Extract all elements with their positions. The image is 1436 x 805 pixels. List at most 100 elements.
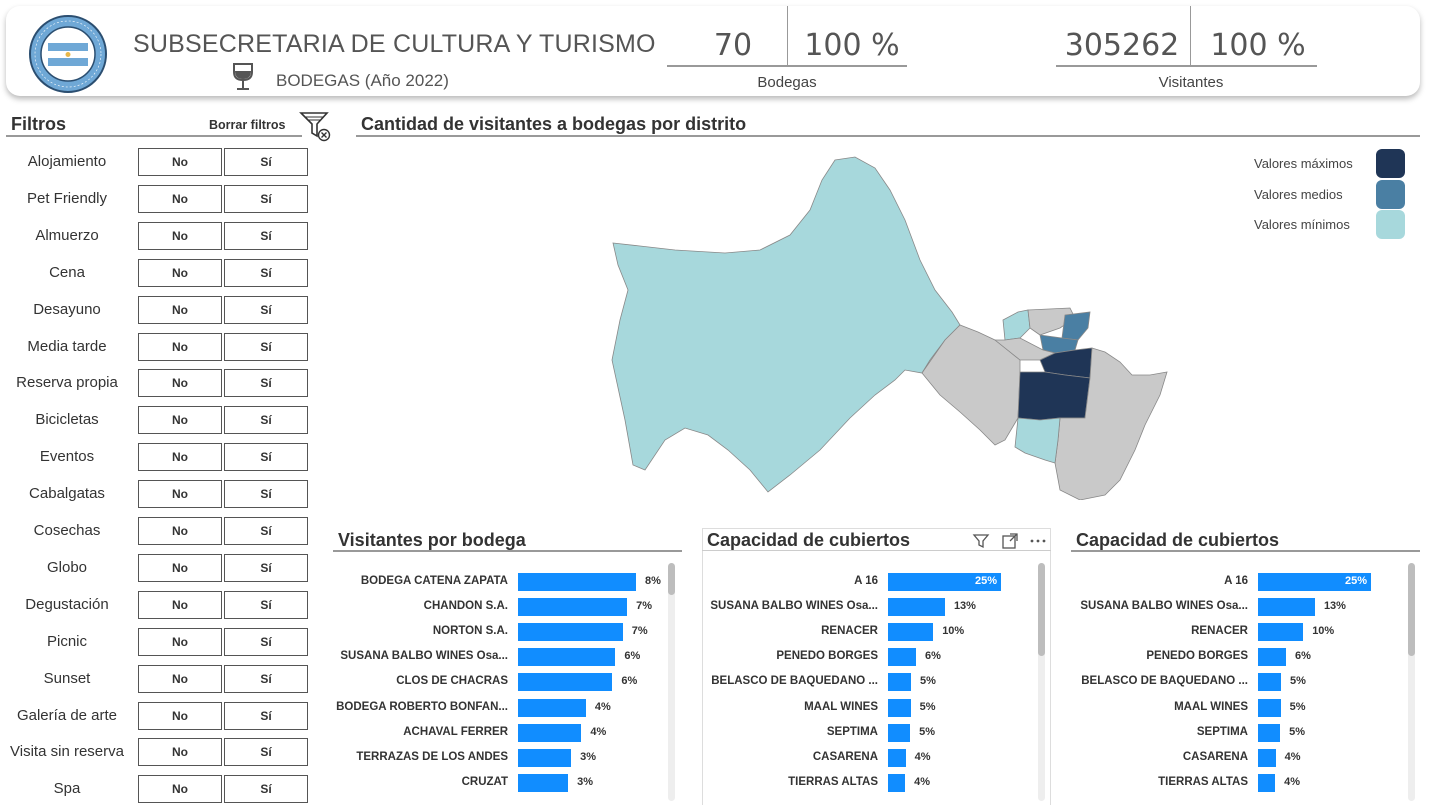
filter-no-button[interactable]: No <box>138 369 222 398</box>
bar-row[interactable]: NORTON S.A. 7% <box>333 620 673 645</box>
bar-row[interactable]: CRUZAT 3% <box>333 771 673 796</box>
filter-no-button[interactable]: No <box>138 148 222 176</box>
bar[interactable] <box>888 573 1001 591</box>
filter-no-button[interactable]: No <box>138 553 222 582</box>
filter-yes-button[interactable]: Sí <box>224 221 308 250</box>
filter-no-button[interactable]: No <box>138 627 222 656</box>
bar[interactable] <box>518 598 628 617</box>
district-map[interactable] <box>600 150 1180 500</box>
filter-yes-button[interactable]: Sí <box>224 258 308 287</box>
filter-yes-button[interactable]: Sí <box>224 480 308 509</box>
filter-no-button[interactable]: No <box>138 184 222 213</box>
bar-row[interactable]: SEPTIMA 5% <box>1072 721 1412 746</box>
bar-row[interactable]: CHANDON S.A. 7% <box>333 595 673 620</box>
bar-row[interactable]: A 16 25% <box>1072 570 1412 595</box>
bar-row[interactable]: TIERRAS ALTAS 4% <box>702 771 1042 796</box>
bar[interactable] <box>518 773 569 792</box>
bar[interactable] <box>1258 773 1276 792</box>
bar-row[interactable]: PENEDO BORGES 6% <box>1072 645 1412 670</box>
bar-row[interactable]: SUSANA BALBO WINES Osa... 6% <box>333 645 673 670</box>
bar-row[interactable]: BELASCO DE BAQUEDANO ... 5% <box>1072 670 1412 695</box>
bar-row[interactable]: SUSANA BALBO WINES Osa... 13% <box>702 595 1042 620</box>
bar-row[interactable]: BELASCO DE BAQUEDANO ... 5% <box>702 670 1042 695</box>
bar[interactable] <box>518 673 613 692</box>
filter-no-button[interactable]: No <box>138 295 222 324</box>
filter-no-button[interactable]: No <box>138 517 222 545</box>
filter-yes-button[interactable]: Sí <box>224 517 308 545</box>
bar[interactable] <box>888 723 911 742</box>
filter-yes-button[interactable]: Sí <box>224 553 308 582</box>
scrollbar-track[interactable] <box>1038 563 1045 801</box>
filter-no-button[interactable]: No <box>138 664 222 693</box>
bar-row[interactable]: MAAL WINES 5% <box>1072 696 1412 721</box>
filter-no-button[interactable]: No <box>138 590 222 619</box>
filter-yes-button[interactable]: Sí <box>224 701 308 730</box>
filter-yes-button[interactable]: Sí <box>224 369 308 398</box>
filter-yes-button[interactable]: Sí <box>224 627 308 656</box>
focus-mode-icon[interactable] <box>1001 532 1019 550</box>
filter-no-button[interactable]: No <box>138 775 222 804</box>
filter-no-button[interactable]: No <box>138 443 222 472</box>
bar-row[interactable]: TERRAZAS DE LOS ANDES 3% <box>333 746 673 771</box>
filter-yes-button[interactable]: Sí <box>224 332 308 361</box>
filter-yes-button[interactable]: Sí <box>224 406 308 435</box>
bar[interactable] <box>888 698 911 717</box>
scrollbar-thumb[interactable] <box>668 563 675 595</box>
filter-yes-button[interactable]: Sí <box>224 775 308 804</box>
filter-no-button[interactable]: No <box>138 701 222 730</box>
filter-no-button[interactable]: No <box>138 258 222 287</box>
filter-no-button[interactable]: No <box>138 221 222 250</box>
bar[interactable] <box>518 648 616 667</box>
filter-yes-button[interactable]: Sí <box>224 443 308 472</box>
bar[interactable] <box>888 648 917 667</box>
bar-row[interactable]: CASARENA 4% <box>1072 746 1412 771</box>
filter-no-button[interactable]: No <box>138 480 222 509</box>
bar-row[interactable]: CASARENA 4% <box>702 746 1042 771</box>
bar[interactable] <box>1258 698 1281 717</box>
bar-row[interactable]: TIERRAS ALTAS 4% <box>1072 771 1412 796</box>
bar[interactable] <box>1258 748 1276 767</box>
bar[interactable] <box>888 673 912 692</box>
scrollbar-track[interactable] <box>668 563 675 801</box>
more-options-icon[interactable] <box>1029 532 1047 550</box>
bar[interactable] <box>518 623 623 642</box>
bar[interactable] <box>888 598 945 617</box>
bar-row[interactable]: SEPTIMA 5% <box>702 721 1042 746</box>
bar[interactable] <box>1258 598 1315 617</box>
bar-row[interactable]: RENACER 10% <box>1072 620 1412 645</box>
filter-yes-button[interactable]: Sí <box>224 738 308 767</box>
filter-no-button[interactable]: No <box>138 406 222 435</box>
filter-yes-button[interactable]: Sí <box>224 664 308 693</box>
bar-row[interactable]: BODEGA CATENA ZAPATA 8% <box>333 570 673 595</box>
bar-row[interactable]: BODEGA ROBERTO BONFAN... 4% <box>333 696 673 721</box>
bar-row[interactable]: PENEDO BORGES 6% <box>702 645 1042 670</box>
bar[interactable] <box>1258 673 1282 692</box>
bar[interactable] <box>518 723 582 742</box>
bar[interactable] <box>518 748 572 767</box>
scrollbar-track[interactable] <box>1408 563 1415 801</box>
bar-row[interactable]: CLOS DE CHACRAS 6% <box>333 670 673 695</box>
bar-row[interactable]: SUSANA BALBO WINES Osa... 13% <box>1072 595 1412 620</box>
bar-row[interactable]: RENACER 10% <box>702 620 1042 645</box>
bar[interactable] <box>1258 723 1281 742</box>
bar[interactable] <box>518 573 636 591</box>
bar[interactable] <box>518 698 586 717</box>
bar-row[interactable]: ACHAVAL FERRER 4% <box>333 721 673 746</box>
bar[interactable] <box>888 748 906 767</box>
filter-yes-button[interactable]: Sí <box>224 184 308 213</box>
bar[interactable] <box>1258 573 1371 591</box>
bar[interactable] <box>888 773 906 792</box>
bar[interactable] <box>1258 623 1304 642</box>
filter-yes-button[interactable]: Sí <box>224 148 308 176</box>
filter-yes-button[interactable]: Sí <box>224 295 308 324</box>
scrollbar-thumb[interactable] <box>1038 563 1045 656</box>
filter-no-button[interactable]: No <box>138 738 222 767</box>
filter-no-button[interactable]: No <box>138 332 222 361</box>
bar[interactable] <box>1258 648 1287 667</box>
bar[interactable] <box>888 623 934 642</box>
filter-yes-button[interactable]: Sí <box>224 590 308 619</box>
bar-row[interactable]: MAAL WINES 5% <box>702 696 1042 721</box>
clear-filters-icon[interactable] <box>299 110 331 142</box>
filter-icon[interactable] <box>972 532 990 550</box>
bar-row[interactable]: A 16 25% <box>702 570 1042 595</box>
